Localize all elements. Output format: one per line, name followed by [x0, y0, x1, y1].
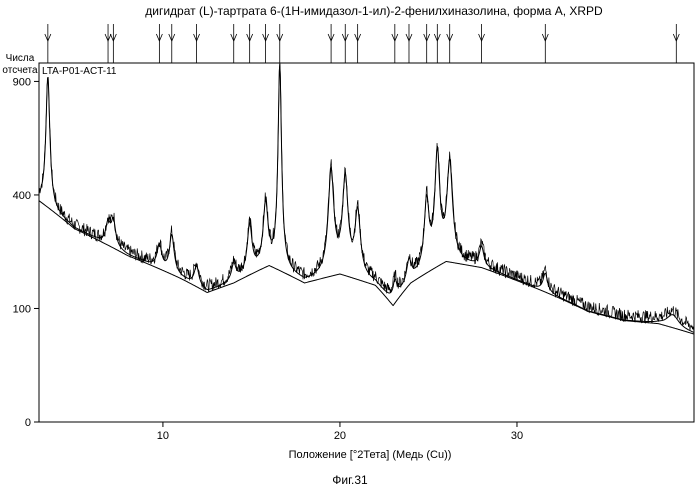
- peak-marker-layer: [45, 24, 679, 63]
- ylabel-line1: Числа: [6, 53, 35, 64]
- fitted-profile-line: [39, 64, 694, 333]
- ylabel-line2: отсчета: [2, 65, 38, 76]
- y-tick-label: 400: [13, 190, 31, 202]
- background-line: [39, 201, 694, 334]
- x-tick-label: 30: [511, 430, 523, 442]
- measured-pattern-line: [39, 63, 694, 331]
- tick-layer: 10 20 30 0 100 400 900: [13, 76, 523, 442]
- x-tick-label: 10: [157, 430, 169, 442]
- chart-title: дигидрат (L)-тартрата 6-(1Н-имидазол-1-и…: [145, 4, 603, 18]
- sample-label: LTA-P01-ACT-11: [42, 66, 117, 77]
- x-axis-label: Положение [°2Тета] (Медь (Cu)): [289, 449, 452, 461]
- y-tick-label: 100: [13, 303, 31, 315]
- x-tick-label: 20: [334, 430, 346, 442]
- figure-caption: Фиг.31: [332, 473, 368, 487]
- y-tick-label: 0: [25, 417, 31, 429]
- y-tick-label: 900: [13, 76, 31, 88]
- plot-frame: [39, 63, 694, 422]
